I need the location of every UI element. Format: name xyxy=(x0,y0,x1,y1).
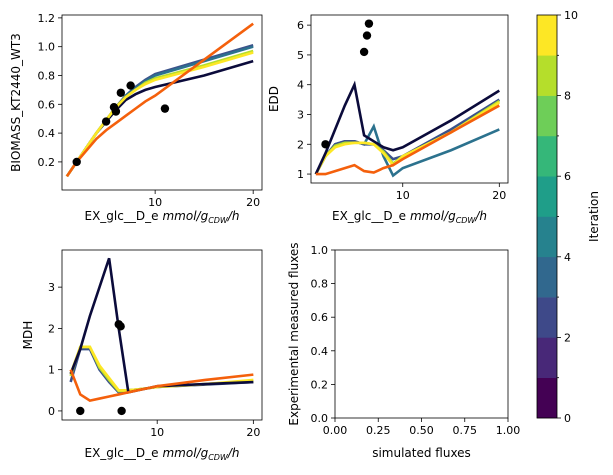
axes-frame xyxy=(310,14,509,184)
data-point xyxy=(362,31,372,40)
x-tick-label: 10 xyxy=(148,196,162,209)
y-tick-label: 3 xyxy=(297,108,304,121)
x-label-sub: CDW xyxy=(208,216,229,225)
series-line xyxy=(65,43,254,178)
y-tick-label: 1.0 xyxy=(38,41,56,54)
data-point xyxy=(116,88,126,97)
y-tick-label: 1.2 xyxy=(38,12,56,25)
colorbar-band xyxy=(537,297,557,338)
x-label-unit: /h xyxy=(474,209,487,223)
colorbar-tick-label: 0 xyxy=(564,412,571,425)
data-point xyxy=(117,406,126,416)
data-point xyxy=(364,19,374,28)
x-label-unit: mmol/g xyxy=(410,209,456,223)
data-point xyxy=(321,140,330,149)
x-label-sub: CDW xyxy=(208,453,229,462)
series-line xyxy=(69,369,254,402)
colorbar-band xyxy=(537,15,557,56)
axes-frame xyxy=(61,14,263,191)
x-tick-label: 10 xyxy=(150,426,164,439)
x-label-unit: /h xyxy=(227,446,240,460)
x-label-unit: mmol/g xyxy=(162,209,208,223)
x-label-text: EX_glc__D_e xyxy=(84,209,158,223)
x-tick-label: 20 xyxy=(246,196,260,209)
x-tick-label: 20 xyxy=(492,189,506,202)
colorbar-tick-label: 6 xyxy=(564,170,571,183)
x-tick-label: 20 xyxy=(246,426,260,439)
y-tick-label: 2 xyxy=(48,322,55,335)
data-point xyxy=(101,117,111,126)
colorbar-tick-label: 10 xyxy=(564,9,578,22)
data-point xyxy=(359,47,369,57)
series-line xyxy=(314,80,500,175)
series-line xyxy=(65,45,254,178)
data-point xyxy=(72,157,81,167)
x-label-text: EX_glc__D_e xyxy=(332,209,406,223)
data-point xyxy=(160,104,170,113)
y-axis-label: EDD xyxy=(267,86,281,112)
y-tick-label: 0 xyxy=(48,405,55,418)
y-tick-label: 1 xyxy=(48,364,55,377)
x-tick-label: 0.25 xyxy=(366,424,391,437)
x-axis-label: EX_glc__D_e mmol/gCDW/h xyxy=(84,209,239,225)
colorbar-tick-label: 4 xyxy=(564,251,571,264)
colorbar-band xyxy=(537,337,557,378)
y-tick-label: 0.6 xyxy=(311,311,329,324)
colorbar-band xyxy=(537,55,557,96)
colorbar-band xyxy=(537,135,557,177)
x-label-text: EX_glc__D_e xyxy=(84,446,158,460)
series-line xyxy=(65,22,254,178)
colorbar-tick-label: 8 xyxy=(564,90,571,103)
series-line xyxy=(315,104,500,176)
y-tick-label: 1.0 xyxy=(311,244,329,257)
x-label-unit: /h xyxy=(227,209,240,223)
y-tick-label: 4 xyxy=(297,79,304,92)
data-point xyxy=(76,406,85,416)
y-tick-label: 1 xyxy=(297,168,304,181)
y-tick-label: 3 xyxy=(48,281,55,294)
colorbar-band xyxy=(537,216,557,258)
x-label-text: simulated fluxes xyxy=(372,446,471,460)
x-tick-label: 0.50 xyxy=(409,424,434,437)
x-axis-label: EX_glc__D_e mmol/gCDW/h xyxy=(84,446,239,462)
y-tick-label: 0.8 xyxy=(38,69,56,82)
colorbar-frame xyxy=(536,14,558,419)
y-axis-label: Experimental measured fluxes xyxy=(287,242,301,425)
x-tick-label: 1.00 xyxy=(496,424,521,437)
y-tick-label: 0.4 xyxy=(38,127,56,140)
data-point xyxy=(111,107,121,116)
series-line xyxy=(65,51,254,178)
colorbar-band xyxy=(537,256,557,298)
y-axis-label: MDH xyxy=(21,321,35,350)
y-axis-label: BIOMASS_KT2440_WT3 xyxy=(9,33,23,172)
colorbar-band xyxy=(537,95,557,137)
colorbar-band xyxy=(537,377,557,419)
colorbar-band xyxy=(537,176,557,217)
y-tick-label: 6 xyxy=(297,19,304,32)
y-tick-label: 0.6 xyxy=(38,98,56,111)
axes-frame xyxy=(61,249,263,421)
y-tick-label: 0.8 xyxy=(311,278,329,291)
y-tick-label: 2 xyxy=(297,138,304,151)
series-line xyxy=(69,257,254,394)
y-tick-label: 0.0 xyxy=(311,412,329,425)
x-tick-label: 10 xyxy=(396,189,410,202)
x-label-unit: mmol/g xyxy=(162,446,208,460)
y-tick-label: 5 xyxy=(297,49,304,62)
colorbar-label: Iteration xyxy=(587,191,601,242)
y-tick-label: 0.2 xyxy=(38,156,56,169)
x-tick-label: 0.75 xyxy=(453,424,478,437)
colorbar-tick-label: 2 xyxy=(564,331,571,344)
data-point xyxy=(126,81,135,90)
x-tick-label: 0.00 xyxy=(323,424,348,437)
x-axis-label: simulated fluxes xyxy=(372,446,471,460)
x-label-sub: CDW xyxy=(456,216,477,225)
series-line xyxy=(314,101,500,175)
axes-frame xyxy=(334,249,509,419)
data-point xyxy=(116,322,125,331)
y-tick-label: 0.4 xyxy=(311,345,329,358)
y-tick-label: 0.2 xyxy=(311,378,329,391)
x-axis-label: EX_glc__D_e mmol/gCDW/h xyxy=(332,209,487,225)
